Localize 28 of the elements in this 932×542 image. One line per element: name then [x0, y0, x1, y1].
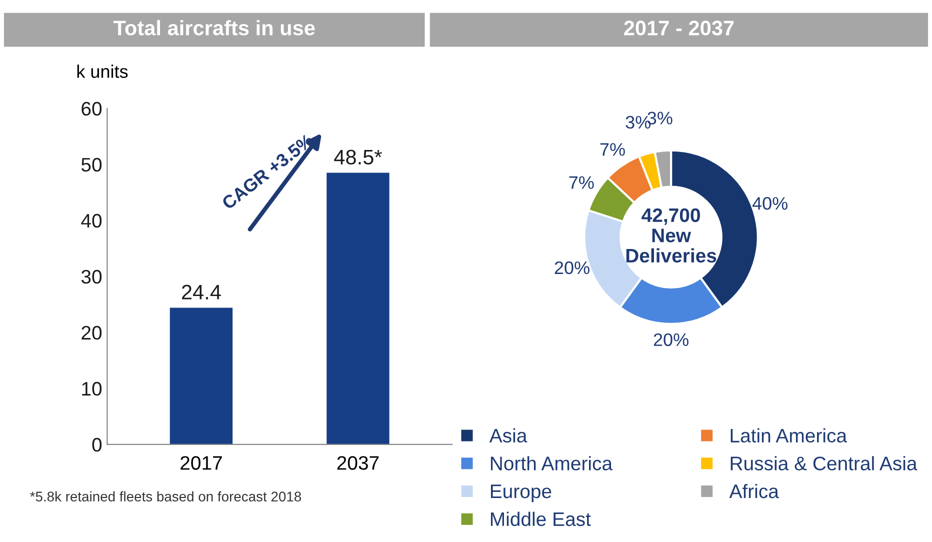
data-label: 48.5* — [334, 150, 382, 165]
y-axis-title: k units — [77, 64, 128, 78]
y-tick-label: 40 — [81, 214, 102, 228]
legend-label: Latin America — [730, 428, 848, 443]
legend-label: Russia & Central Asia — [730, 456, 918, 470]
y-tick-label: 10 — [82, 382, 102, 396]
data-label: 7% — [569, 176, 594, 189]
data-label: 40% — [752, 197, 788, 210]
y-tick-label: 30 — [81, 270, 102, 284]
y-tick-label: 50 — [81, 158, 102, 172]
y-tick-label: 0 — [92, 438, 102, 452]
data-label: 7% — [600, 143, 625, 156]
y-tick-label: 60 — [82, 102, 102, 116]
data-label: 24.4 — [182, 284, 221, 300]
legend-label: Asia — [489, 428, 528, 443]
data-label: 20% — [654, 333, 688, 346]
chart-title: Total aircrafts in use — [113, 20, 315, 36]
text: *5.8k retained fleets based on forecast 2018 — [30, 491, 302, 502]
legend-label: Middle East — [490, 512, 591, 526]
legend-label: Africa — [729, 484, 779, 498]
legend-label: Europe — [490, 484, 552, 502]
legend-label: North America — [490, 456, 613, 470]
x-tick-label: 2017 — [180, 456, 222, 470]
chart-title: 2017 - 2037 — [624, 20, 734, 36]
y-tick-label: 20 — [82, 326, 102, 340]
x-tick-label: 2037 — [337, 456, 379, 470]
text: 42,700 New Deliveries — [626, 208, 716, 263]
data-label: 20% — [554, 261, 590, 274]
